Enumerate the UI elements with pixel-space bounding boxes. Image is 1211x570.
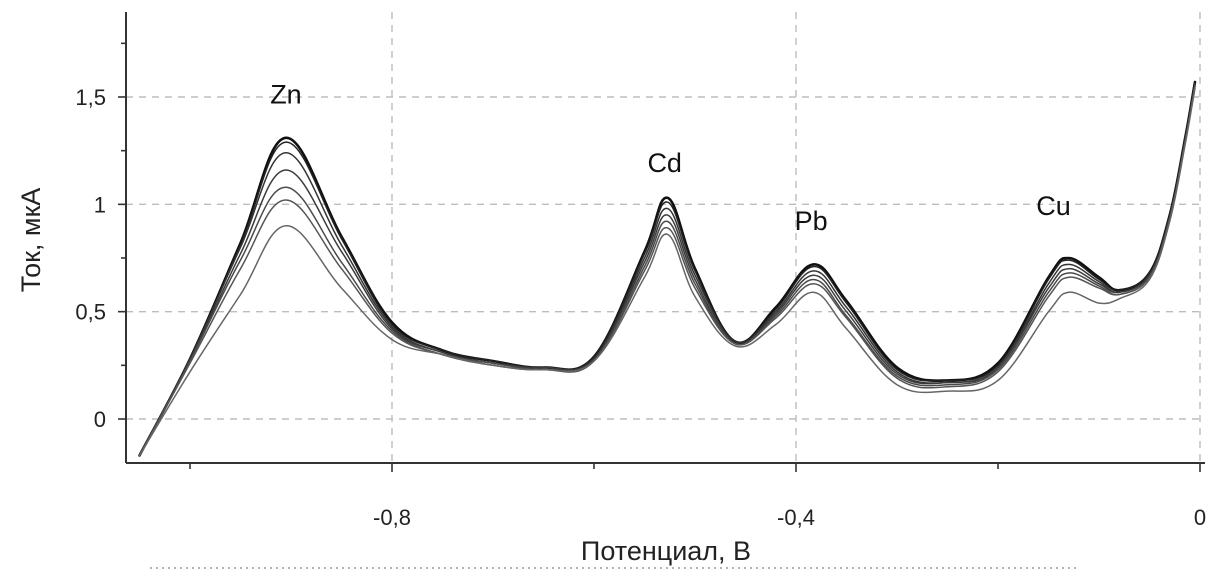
y-tick-label: 0 [94, 407, 106, 432]
series-line-3 [138, 83, 1196, 457]
tick-labels: 0 0,5 1 1,5 -0,8 -0,4 0 [75, 85, 1206, 530]
y-axis-title: Ток, мкА [16, 188, 46, 293]
axes [125, 12, 1205, 464]
peak-label-cu: Cu [1036, 191, 1071, 221]
x-axis-title: Потенциал, В [581, 536, 751, 566]
series-line-7 [138, 87, 1196, 457]
x-tick-label: 0 [1194, 505, 1206, 530]
peak-labels: Zn Cd Pb Cu [270, 79, 1071, 236]
series-group [138, 80, 1197, 457]
series-line-5 [138, 85, 1196, 457]
peak-label-cd: Cd [647, 148, 682, 178]
series-line-4 [138, 83, 1196, 457]
peak-label-zn: Zn [270, 79, 302, 109]
peak-label-pb: Pb [795, 206, 828, 236]
y-tick-label: 1,5 [75, 85, 106, 110]
series-line-2 [138, 81, 1196, 457]
series-line-6 [138, 85, 1196, 457]
y-tick-label: 1 [94, 192, 106, 217]
x-tick-label: -0,8 [373, 505, 411, 530]
x-tick-label: -0,4 [777, 505, 815, 530]
series-line-1 [138, 80, 1197, 457]
y-tick-label: 0,5 [75, 300, 106, 325]
ticks [118, 42, 1201, 472]
grid-lines [126, 12, 1205, 463]
